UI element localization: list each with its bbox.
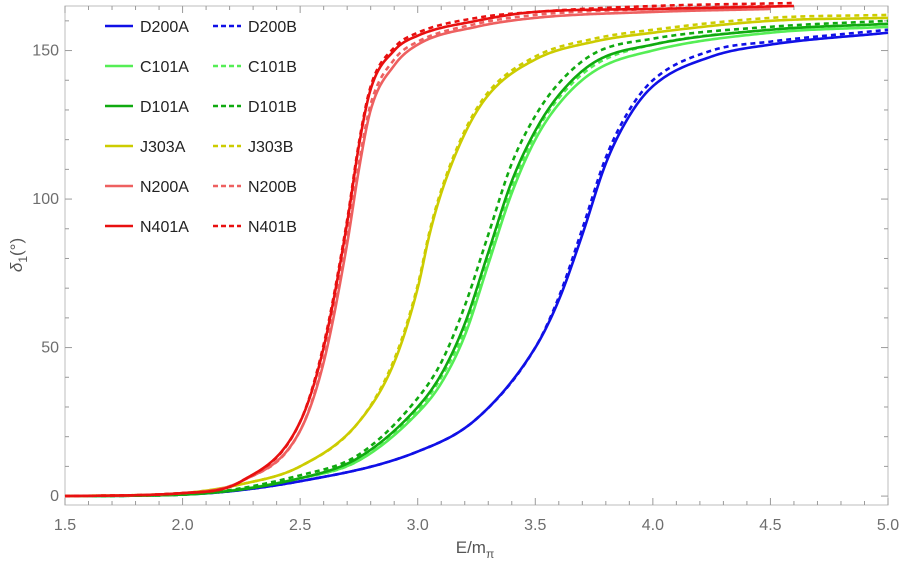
legend-label-j303a: J303A [140, 139, 186, 156]
legend-label-n200a: N200A [140, 179, 189, 196]
axis-ticks [64, 6, 889, 505]
legend: D200A C101A D101A J303A N200A N401A D200B C101B… [105, 19, 297, 236]
series-lines [64, 1, 889, 498]
legend-label-j303b: J303B [248, 139, 293, 156]
legend-label-n401b: N401B [248, 219, 297, 236]
series-line-j303b [64, 13, 889, 498]
legend-label-d101a: D101A [140, 99, 189, 116]
x-tick-label: 5.0 [877, 517, 899, 534]
x-tick-label: 2.5 [289, 517, 311, 534]
x-tick-label: 4.5 [759, 517, 781, 534]
legend-label-n200b: N200B [248, 179, 297, 196]
series-line-c101a [64, 25, 889, 498]
series-line-n401a [64, 4, 794, 498]
series-line-d101a [64, 22, 889, 498]
x-tick-label: 2.0 [171, 517, 193, 534]
series-line-j303a [64, 16, 889, 498]
legend-label-d200a: D200A [140, 19, 189, 36]
series-line-c101b [64, 22, 889, 498]
x-tick-label: 1.5 [54, 517, 76, 534]
x-tick-label: 4.0 [642, 517, 664, 534]
legend-label-d200b: D200B [248, 19, 297, 36]
legend-label-c101b: C101B [248, 59, 297, 76]
series-line-n200b [64, 4, 771, 498]
plot-frame [64, 5, 889, 506]
series-line-n401b [64, 1, 794, 498]
axis-tick-labels: 1.5 2.0 2.5 3.0 3.5 4.0 4.5 5.0 0 50 100 150 [32, 43, 899, 534]
y-tick-label: 0 [50, 488, 59, 505]
y-axis-label: δ1(°) [7, 238, 30, 272]
x-tick-label: 3.5 [524, 517, 546, 534]
series-line-d101b [64, 19, 889, 498]
y-tick-label: 50 [41, 340, 59, 357]
series-line-n200a [64, 7, 771, 498]
x-axis-label: E/mπ [456, 538, 495, 561]
legend-label-n401a: N401A [140, 219, 189, 236]
legend-label-c101a: C101A [140, 59, 189, 76]
y-tick-label: 150 [32, 43, 59, 60]
y-tick-label: 100 [32, 191, 59, 208]
x-tick-label: 3.0 [407, 517, 429, 534]
legend-label-d101b: D101B [248, 99, 297, 116]
